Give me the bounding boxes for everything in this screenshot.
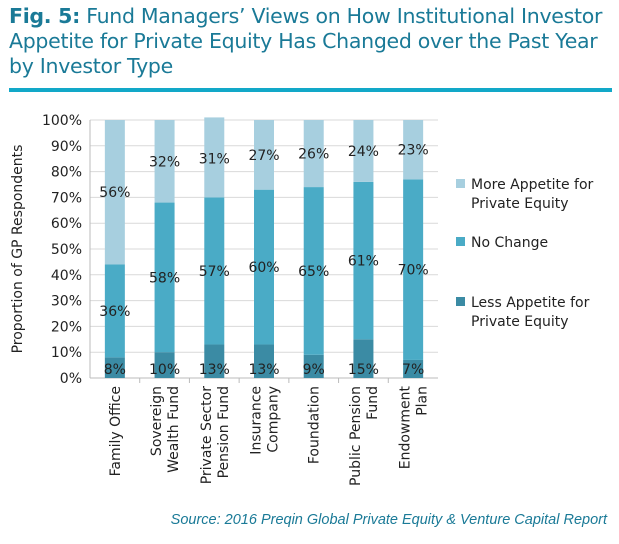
x-tick-label-line: Sovereign: [149, 386, 165, 456]
figure-number: Fig. 5:: [9, 4, 80, 28]
data-label: 65%: [298, 264, 329, 280]
data-label: 26%: [298, 147, 329, 163]
title-divider: [9, 88, 612, 92]
x-tick-label: SovereignWealth Fund: [149, 386, 182, 473]
data-label: 32%: [149, 154, 180, 170]
x-tick-label-line: Private Sector: [199, 386, 215, 485]
source-note: Source: 2016 Preqin Global Private Equit…: [170, 512, 607, 528]
legend-label: Less Appetite for: [471, 295, 590, 311]
bar-segment: [353, 339, 374, 378]
x-tick-label-line: Insurance: [249, 386, 265, 455]
chart-title: Fig. 5: Fund Managers’ Views on How Inst…: [9, 4, 609, 79]
bar-segment: [254, 344, 274, 378]
x-tick-label: Public PensionFund: [348, 386, 381, 486]
x-tick-label-line: Fund: [365, 386, 381, 420]
y-tick-label: 10%: [51, 345, 82, 361]
bar-segment: [154, 202, 175, 353]
legend-label: Private Equity: [471, 196, 569, 212]
y-tick-label: 80%: [51, 165, 82, 181]
y-tick-label: 30%: [51, 294, 82, 310]
bar-segment: [353, 120, 374, 182]
bar-segment: [204, 344, 225, 378]
legend-label: No Change: [471, 235, 548, 251]
data-label: 56%: [99, 185, 130, 201]
y-tick-label: 60%: [51, 216, 82, 232]
data-label: 7%: [402, 362, 424, 378]
data-label: 58%: [149, 270, 180, 286]
y-tick-label: 0%: [60, 371, 82, 387]
x-tick-label: EndowmentPlan: [398, 385, 431, 469]
data-label: 8%: [104, 362, 126, 378]
data-label: 61%: [348, 254, 379, 270]
data-label: 31%: [199, 152, 230, 168]
y-tick-label: 40%: [51, 268, 82, 284]
x-tick-label: Family Office: [108, 386, 124, 476]
bar-segment: [104, 120, 125, 265]
bar-segment: [154, 352, 175, 378]
data-label: 27%: [248, 148, 279, 164]
legend-swatch: [456, 297, 465, 306]
bar-segment: [204, 117, 225, 198]
y-axis-label: Proportion of GP Respondents: [10, 145, 26, 354]
bar-segment: [403, 179, 424, 360]
bar-segment: [303, 120, 324, 188]
bar-segment: [104, 357, 125, 378]
legend-swatch: [456, 237, 465, 246]
data-label: 9%: [303, 362, 325, 378]
bar-segment: [403, 359, 424, 378]
bar-segment: [403, 120, 424, 180]
y-tick-label: 20%: [51, 319, 82, 335]
data-label: 70%: [398, 263, 429, 279]
bar-segment: [154, 120, 175, 203]
x-tick-label: Foundation: [307, 386, 323, 464]
x-tick-label-line: Family Office: [108, 386, 124, 476]
bar-segment: [254, 120, 274, 190]
x-tick-label-line: Pension Fund: [216, 386, 232, 478]
x-tick-label-line: Foundation: [307, 386, 323, 464]
data-label: 24%: [348, 144, 379, 160]
y-tick-label: 70%: [51, 190, 82, 206]
data-label: 57%: [199, 264, 230, 280]
bar-segment: [303, 354, 324, 378]
x-tick-label: Private SectorPension Fund: [199, 386, 232, 485]
x-tick-label-line: Plan: [415, 386, 431, 416]
x-tick-label-line: Wealth Fund: [166, 386, 182, 473]
data-label: 60%: [248, 260, 279, 276]
bar-segment: [204, 197, 225, 345]
data-label: 23%: [398, 143, 429, 159]
bar-segment: [104, 264, 125, 358]
x-tick-label-line: Endowment: [398, 385, 414, 469]
y-tick-label: 90%: [51, 139, 82, 155]
bar-segment: [303, 187, 324, 355]
data-label: 36%: [99, 304, 130, 320]
y-tick-label: 100%: [42, 113, 82, 129]
title-text: Fund Managers’ Views on How Institutiona…: [9, 4, 603, 78]
legend-swatch: [456, 179, 465, 188]
y-tick-label: 50%: [51, 242, 82, 258]
data-label: 10%: [149, 362, 180, 378]
data-label: 13%: [199, 362, 230, 378]
x-tick-label-line: Public Pension: [348, 386, 364, 486]
bar-segment: [254, 189, 274, 345]
legend-label: Private Equity: [471, 314, 569, 330]
data-label: 15%: [348, 362, 379, 378]
data-label: 13%: [248, 362, 279, 378]
x-tick-label: InsuranceCompany: [249, 386, 282, 455]
bar-segment: [353, 181, 374, 340]
legend-label: More Appetite for: [471, 177, 594, 193]
x-tick-label-line: Company: [266, 386, 282, 453]
